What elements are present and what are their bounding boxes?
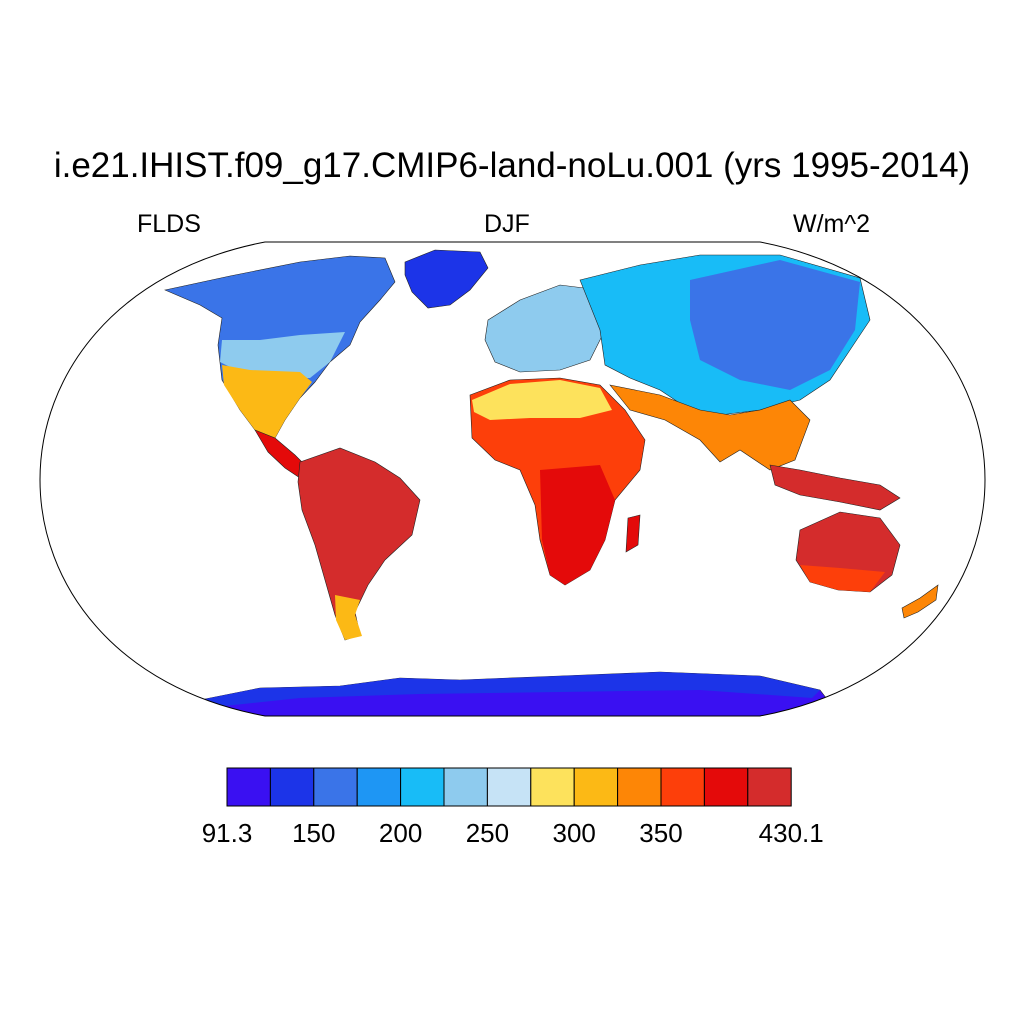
indonesia <box>769 464 901 511</box>
variable-label: FLDS <box>137 210 201 238</box>
colorbar-box <box>486 767 532 807</box>
colorbar-box <box>226 767 271 807</box>
asia-cold <box>690 260 860 390</box>
colorbar-box <box>617 767 662 807</box>
colorbar-box <box>356 767 402 807</box>
antarctica-edge <box>200 672 820 708</box>
colorbar-box <box>747 767 792 807</box>
colorbar-tick-label: 300 <box>552 818 596 848</box>
season-label: DJF <box>484 210 530 238</box>
colorbar-tick-label: 200 <box>378 818 423 848</box>
africa-central <box>540 465 615 585</box>
units-label: W/m^2 <box>793 210 871 238</box>
europe <box>484 284 606 373</box>
africa-north <box>472 380 612 420</box>
colorbar-box <box>703 767 749 807</box>
asia-south <box>609 384 811 471</box>
madagascar <box>625 514 641 553</box>
colorbar-tick-label: 150 <box>292 818 336 848</box>
colorbar-box <box>573 767 619 807</box>
colorbar-box <box>400 767 445 807</box>
map-outline <box>39 241 986 717</box>
north-america-mid <box>220 332 345 378</box>
new-zealand <box>901 584 939 619</box>
colorbar-tick-label: 91.3 <box>201 818 253 848</box>
colorbar-box <box>530 767 575 807</box>
colorbar-box <box>660 767 705 807</box>
greenland <box>404 249 489 309</box>
colorbar-tick-label: 350 <box>639 818 683 848</box>
colorbar-box <box>269 767 315 807</box>
australia-south <box>800 565 885 592</box>
colorbar-tick-label: 250 <box>465 818 510 848</box>
colorbar-tick-label: 430.1 <box>758 818 824 848</box>
north-america-south <box>222 365 312 438</box>
colorbar-box <box>313 767 358 807</box>
south-america-tip <box>335 595 362 640</box>
plot-title: i.e21.IHIST.f09_g17.CMIP6-land-noLu.001 … <box>53 146 971 185</box>
colorbar-box <box>443 767 488 807</box>
